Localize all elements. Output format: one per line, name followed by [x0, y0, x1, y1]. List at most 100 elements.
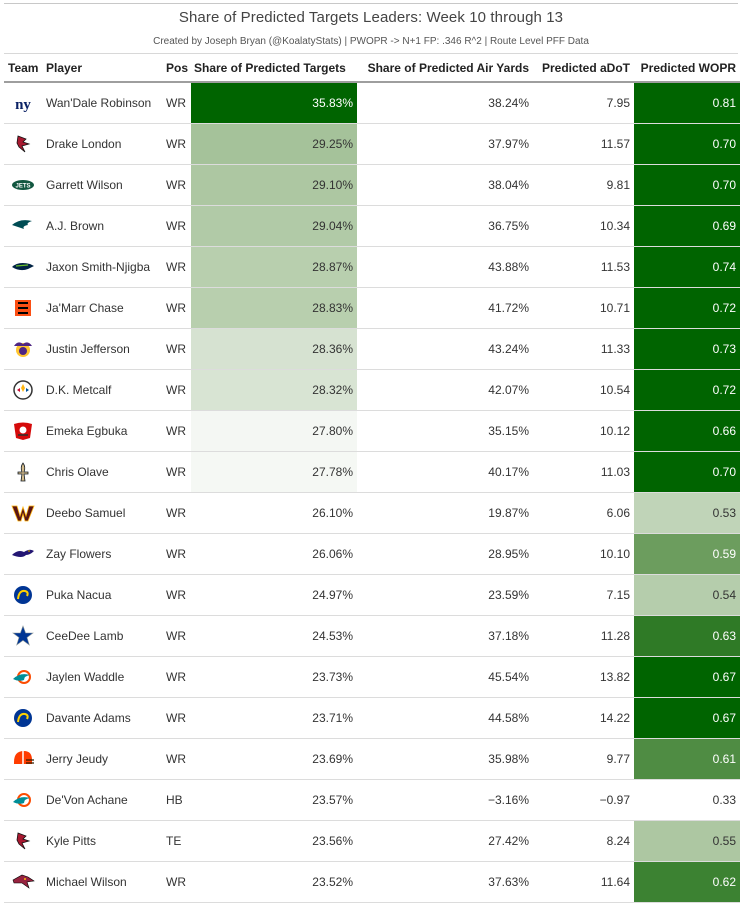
predicted-wopr-value: 0.67	[634, 697, 740, 739]
team-logo-bal	[10, 543, 36, 565]
player-position: WR	[162, 492, 191, 534]
share-predicted-targets-value: 23.69%	[191, 738, 357, 780]
share-predicted-targets-value: 29.10%	[191, 164, 357, 206]
team-logo-dal	[10, 625, 36, 647]
team-logo-atl	[10, 133, 36, 155]
share-predicted-targets-value: 27.80%	[191, 410, 357, 452]
table-row: Zay Flowers WR 26.06% 28.95% 10.10 0.59	[4, 533, 740, 575]
predicted-wopr-value: 0.74	[634, 246, 740, 288]
table-row: De'Von Achane HB 23.57% −3.16% −0.97 0.33	[4, 779, 740, 821]
predicted-wopr-value: 0.69	[634, 205, 740, 247]
player-position: WR	[162, 287, 191, 329]
predicted-adot-value: 11.64	[533, 861, 634, 903]
share-predicted-air-yards-value: 19.87%	[357, 492, 533, 534]
share-predicted-air-yards-value: 43.88%	[357, 246, 533, 288]
table-row: Chris Olave WR 27.78% 40.17% 11.03 0.70	[4, 451, 740, 493]
table-row: ny Wan'Dale Robinson WR 35.83% 38.24% 7.95 0.8…	[4, 82, 740, 124]
share-predicted-air-yards-value: 40.17%	[357, 451, 533, 493]
team-logo-cin	[10, 297, 36, 319]
player-name: A.J. Brown	[42, 205, 162, 247]
predicted-wopr-value: 0.63	[634, 615, 740, 657]
share-predicted-targets-value: 23.56%	[191, 820, 357, 862]
predicted-adot-value: 11.33	[533, 328, 634, 370]
team-logo-cell	[4, 533, 42, 575]
header-share-predicted-targets: Share of Predicted Targets	[191, 54, 357, 83]
predicted-adot-value: 10.10	[533, 533, 634, 575]
predicted-wopr-value: 0.54	[634, 574, 740, 616]
table-row: Jaxon Smith-Njigba WR 28.87% 43.88% 11.53 0.7…	[4, 246, 740, 288]
predicted-wopr-value: 0.53	[634, 492, 740, 534]
share-predicted-air-yards-value: −3.16%	[357, 779, 533, 821]
player-position: WR	[162, 533, 191, 575]
table-row: Davante Adams WR 23.71% 44.58% 14.22 0.67	[4, 697, 740, 739]
header-team: Team	[4, 54, 42, 83]
predicted-adot-value: 11.03	[533, 451, 634, 493]
share-predicted-air-yards-value: 38.24%	[357, 82, 533, 124]
share-predicted-targets-value: 28.87%	[191, 246, 357, 288]
player-position: WR	[162, 615, 191, 657]
header-player: Player	[42, 54, 162, 83]
player-name: Kyle Pitts	[42, 820, 162, 862]
header-share-predicted-air-yards: Share of Predicted Air Yards	[357, 54, 533, 83]
predicted-wopr-value: 0.33	[634, 779, 740, 821]
team-logo-nyj: JETS	[10, 174, 36, 196]
predicted-adot-value: 7.15	[533, 574, 634, 616]
predicted-adot-value: 6.06	[533, 492, 634, 534]
share-predicted-targets-value: 28.83%	[191, 287, 357, 329]
share-predicted-air-yards-value: 41.72%	[357, 287, 533, 329]
team-logo-cell	[4, 656, 42, 698]
predicted-wopr-value: 0.59	[634, 533, 740, 575]
predicted-adot-value: 11.53	[533, 246, 634, 288]
table-row: Emeka Egbuka WR 27.80% 35.15% 10.12 0.66	[4, 410, 740, 452]
player-position: WR	[162, 369, 191, 411]
predicted-adot-value: 11.28	[533, 615, 634, 657]
team-logo-mia	[10, 789, 36, 811]
svg-text:JETS: JETS	[15, 184, 30, 190]
team-logo-cell	[4, 123, 42, 165]
player-name: Emeka Egbuka	[42, 410, 162, 452]
predicted-wopr-value: 0.66	[634, 410, 740, 452]
player-position: TE	[162, 820, 191, 862]
table-row: CeeDee Lamb WR 24.53% 37.18% 11.28 0.63	[4, 615, 740, 657]
team-logo-cell: JETS	[4, 164, 42, 206]
player-position: WR	[162, 82, 191, 124]
team-logo-cell	[4, 574, 42, 616]
predicted-adot-value: 10.12	[533, 410, 634, 452]
table-row: JETS Garrett Wilson WR 29.10% 38.04% 9.81 0.70	[4, 164, 740, 206]
header-predicted-adot: Predicted aDoT	[533, 54, 634, 83]
share-predicted-air-yards-value: 35.98%	[357, 738, 533, 780]
team-logo-was	[10, 502, 36, 524]
predicted-wopr-value: 0.72	[634, 369, 740, 411]
team-logo-min	[10, 338, 36, 360]
player-position: WR	[162, 123, 191, 165]
predicted-wopr-value: 0.70	[634, 451, 740, 493]
predicted-adot-value: 10.34	[533, 205, 634, 247]
player-position: WR	[162, 574, 191, 616]
leaders-table: Team Player Pos Share of Predicted Targe…	[4, 54, 740, 903]
player-name: De'Von Achane	[42, 779, 162, 821]
team-logo-tb	[10, 420, 36, 442]
predicted-adot-value: 8.24	[533, 820, 634, 862]
player-name: Wan'Dale Robinson	[42, 82, 162, 124]
share-predicted-air-yards-value: 36.75%	[357, 205, 533, 247]
share-predicted-air-yards-value: 23.59%	[357, 574, 533, 616]
player-position: WR	[162, 328, 191, 370]
team-logo-sea	[10, 256, 36, 278]
team-logo-no	[10, 461, 36, 483]
predicted-adot-value: −0.97	[533, 779, 634, 821]
share-predicted-targets-value: 24.53%	[191, 615, 357, 657]
team-logo-atl	[10, 830, 36, 852]
predicted-adot-value: 7.95	[533, 82, 634, 124]
team-logo-cell	[4, 287, 42, 329]
player-name: Davante Adams	[42, 697, 162, 739]
share-predicted-air-yards-value: 35.15%	[357, 410, 533, 452]
player-name: Michael Wilson	[42, 861, 162, 903]
share-predicted-air-yards-value: 37.97%	[357, 123, 533, 165]
team-logo-cell	[4, 451, 42, 493]
table-row: Michael Wilson WR 23.52% 37.63% 11.64 0.62	[4, 861, 740, 903]
share-predicted-targets-value: 27.78%	[191, 451, 357, 493]
table-row: D.K. Metcalf WR 28.32% 42.07% 10.54 0.72	[4, 369, 740, 411]
team-logo-ari	[10, 871, 36, 893]
share-predicted-air-yards-value: 37.63%	[357, 861, 533, 903]
table-row: Kyle Pitts TE 23.56% 27.42% 8.24 0.55	[4, 820, 740, 862]
